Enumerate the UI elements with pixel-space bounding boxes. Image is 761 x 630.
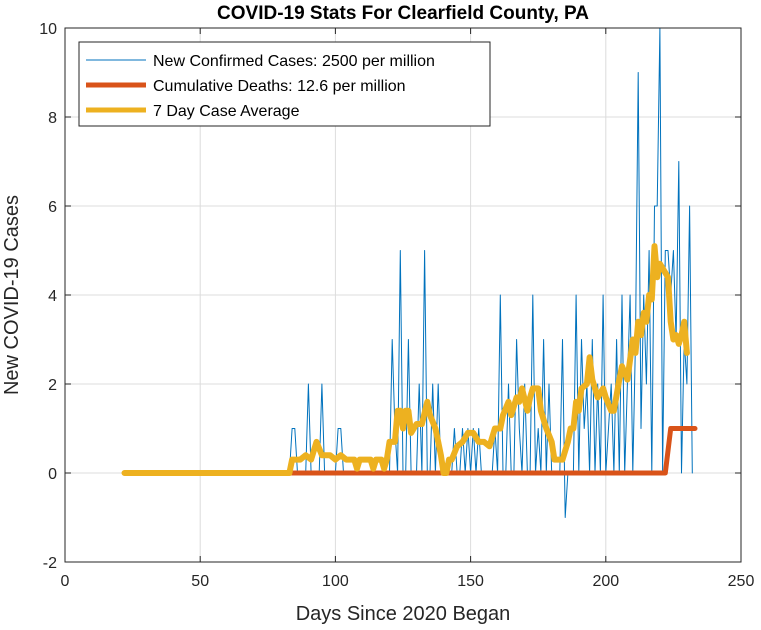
series-layer: [121, 27, 698, 518]
x-tick-label: 0: [61, 573, 70, 590]
legend-box: [78, 41, 491, 127]
y-tick-label: 6: [48, 199, 57, 216]
y-tick-label: 2: [48, 377, 57, 394]
x-tick-label: 250: [728, 573, 755, 590]
legend-label-new-cases: New Confirmed Cases: 2500 per million: [153, 53, 435, 70]
x-tick-label: 100: [322, 573, 349, 590]
y-tick-label: 8: [48, 110, 57, 127]
x-tick-label: 50: [191, 573, 209, 590]
x-axis-label: Days Since 2020 Began: [296, 603, 511, 625]
series-line-average: [121, 243, 690, 476]
legend-label-deaths: Cumulative Deaths: 12.6 per million: [153, 78, 406, 95]
y-tick-label: 0: [48, 466, 57, 483]
x-tick-label: 150: [457, 573, 484, 590]
y-tick-label: 10: [39, 21, 57, 38]
legend: New Confirmed Cases: 2500 per million Cu…: [78, 41, 491, 127]
legend-label-average: 7 Day Case Average: [153, 103, 300, 120]
y-tick-label: -2: [43, 555, 57, 572]
y-tick-label: 4: [48, 288, 57, 305]
x-tick-label: 200: [592, 573, 619, 590]
chart-title: COVID-19 Stats For Clearfield County, PA: [217, 3, 589, 24]
y-axis-label: New COVID-19 Cases: [1, 195, 23, 395]
